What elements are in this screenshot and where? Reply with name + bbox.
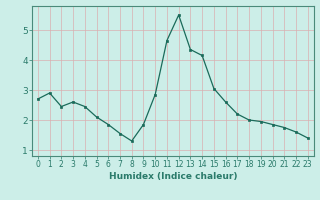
X-axis label: Humidex (Indice chaleur): Humidex (Indice chaleur) — [108, 172, 237, 181]
